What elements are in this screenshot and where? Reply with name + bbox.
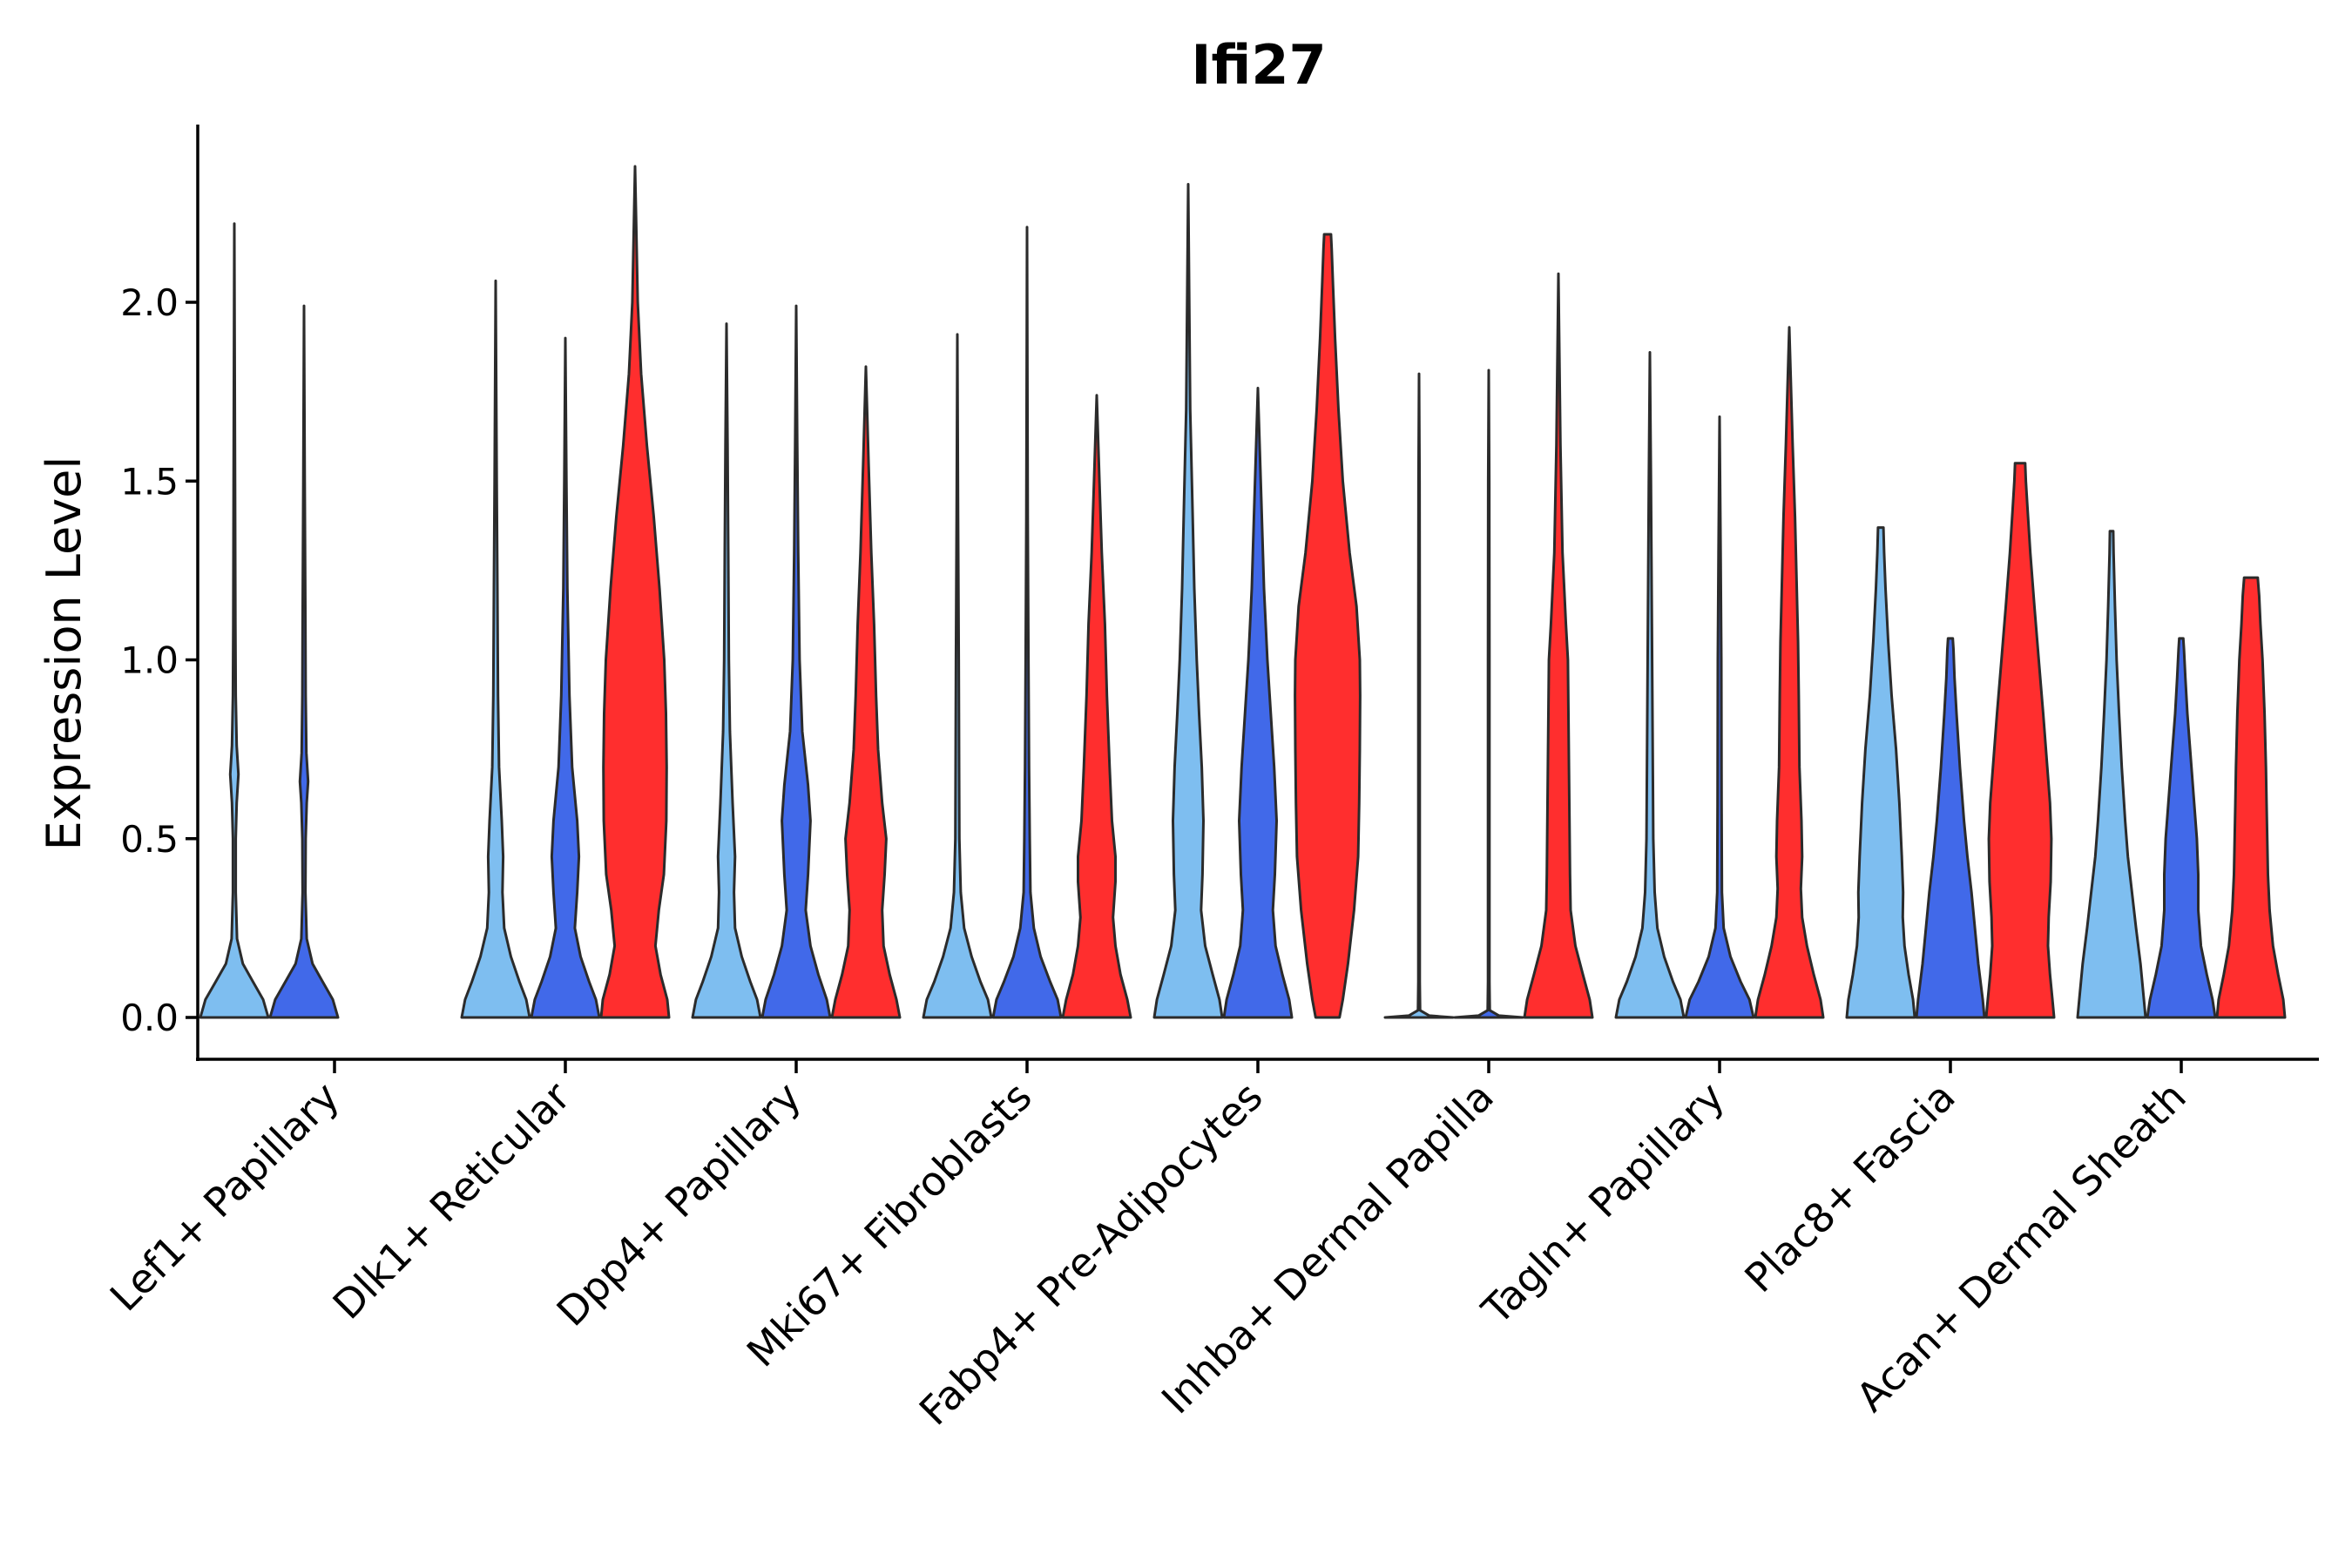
violin-7-1: [1614, 351, 1686, 1019]
violin-8-2: [1915, 637, 1986, 1019]
violin-3-1: [691, 322, 762, 1019]
x-tick-label: Plac8+ Fascia: [1735, 1073, 1963, 1301]
y-ticks-group: 0.0 0.5 1.0 1.5 2.0: [120, 281, 198, 1039]
violin-2-1: [460, 279, 531, 1019]
x-tick-label: Dpp4+ Papillary: [548, 1073, 810, 1335]
y-tick-label: 0.0: [120, 997, 179, 1039]
violin-6-1: [1383, 372, 1455, 1019]
violin-9-3: [2215, 576, 2287, 1019]
violin-8-3: [1984, 462, 2056, 1019]
violin-3-3: [830, 365, 902, 1019]
violin-4-1: [922, 333, 993, 1019]
violin-5-1: [1152, 183, 1224, 1019]
violin-7-3: [1754, 326, 1825, 1019]
violin-5-2: [1222, 387, 1294, 1019]
violin-4-2: [991, 226, 1063, 1019]
violin-2-2: [530, 336, 601, 1019]
violin-4-3: [1061, 394, 1132, 1019]
violin-1-2: [268, 304, 340, 1019]
x-tick-label: Lef1+ Papillary: [101, 1073, 348, 1321]
y-tick-label: 1.0: [120, 639, 179, 682]
chart-title: Ifi27: [1191, 33, 1326, 97]
violin-2-3: [599, 165, 671, 1019]
violin-9-1: [2076, 530, 2147, 1019]
y-axis-title: Expression Level: [37, 456, 91, 851]
x-tick-label: Tagln+ Papillary: [1472, 1073, 1734, 1335]
violin-1-1: [199, 222, 270, 1019]
violin-7-2: [1684, 415, 1755, 1019]
violin-6-3: [1523, 272, 1594, 1019]
violin-3-2: [760, 304, 832, 1019]
violin-8-1: [1845, 526, 1916, 1019]
violin-9-2: [2146, 637, 2217, 1019]
y-tick-label: 2.0: [120, 281, 179, 324]
violin-5-3: [1294, 233, 1362, 1019]
y-tick-label: 1.5: [120, 460, 179, 503]
x-tick-label: Dlk1+ Reticular: [324, 1073, 579, 1328]
y-tick-label: 0.5: [120, 818, 179, 861]
violin-6-2: [1453, 368, 1524, 1019]
violins-group: [199, 165, 2287, 1019]
